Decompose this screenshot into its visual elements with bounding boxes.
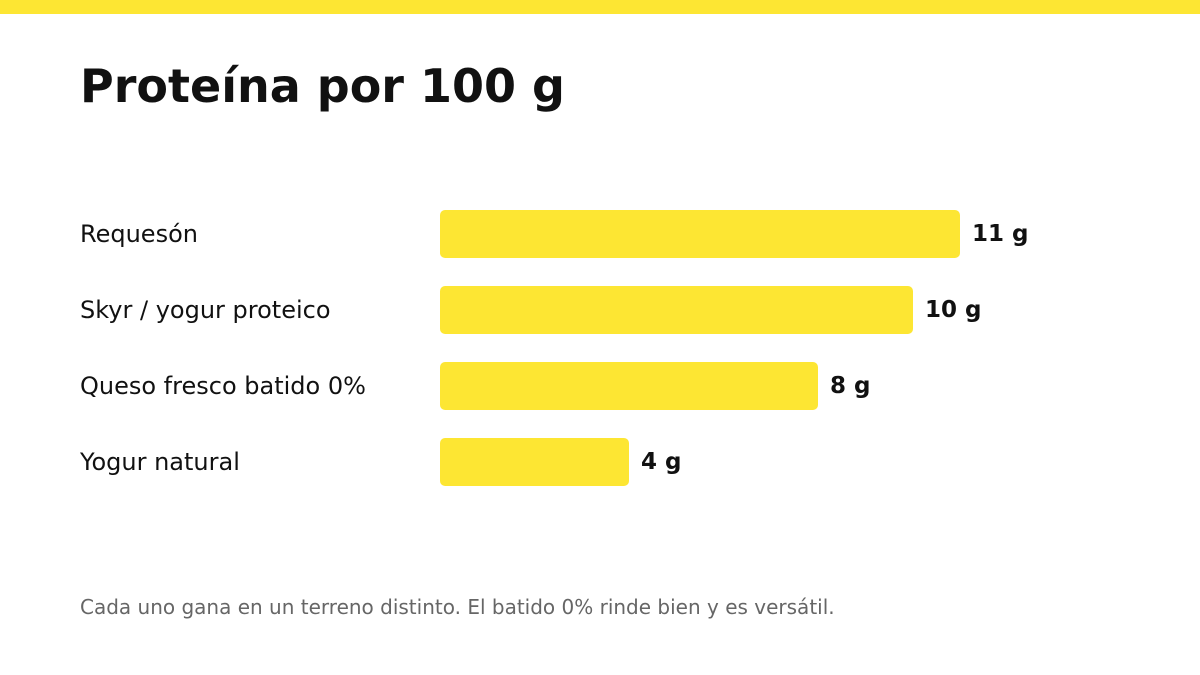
bar: [440, 286, 913, 334]
bar: [440, 210, 960, 258]
bar-row: Requesón 11 g: [0, 210, 1200, 258]
category-label: Yogur natural: [80, 448, 240, 476]
bar-row: Yogur natural 4 g: [0, 438, 1200, 486]
bar: [440, 362, 818, 410]
category-label: Skyr / yogur proteico: [80, 296, 331, 324]
chart-footnote: Cada uno gana en un terreno distinto. El…: [80, 595, 835, 619]
category-label: Requesón: [80, 220, 198, 248]
value-label: 11 g: [972, 221, 1029, 247]
bar-row: Queso fresco batido 0% 8 g: [0, 362, 1200, 410]
category-label: Queso fresco batido 0%: [80, 372, 366, 400]
top-accent-bar: [0, 0, 1200, 14]
chart-title: Proteína por 100 g: [80, 59, 565, 113]
value-label: 8 g: [830, 373, 871, 399]
bar-row: Skyr / yogur proteico 10 g: [0, 286, 1200, 334]
bar: [440, 438, 629, 486]
value-label: 4 g: [641, 449, 682, 475]
value-label: 10 g: [925, 297, 982, 323]
